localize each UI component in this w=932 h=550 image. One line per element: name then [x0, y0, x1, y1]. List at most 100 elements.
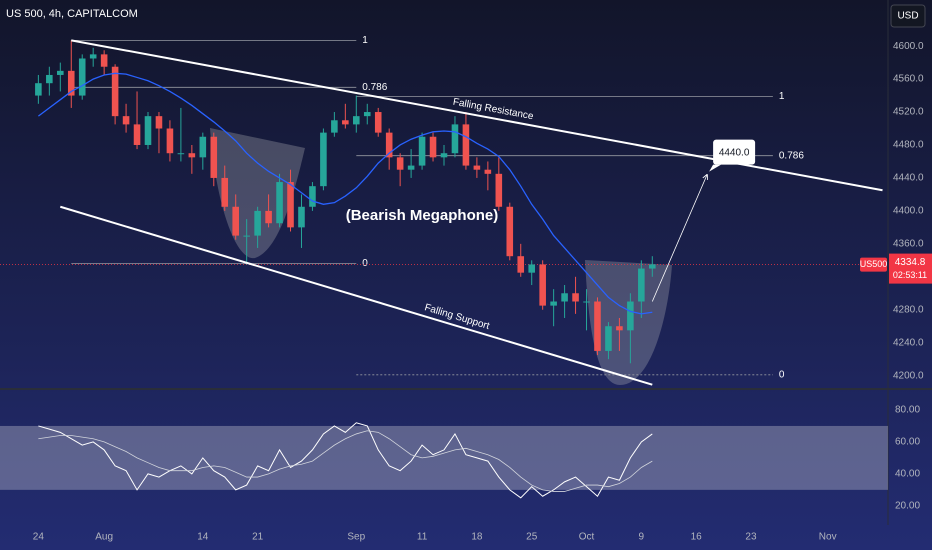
fib-level-label: 1: [779, 91, 785, 102]
candle-body: [473, 165, 481, 170]
fib-level-label: 0.786: [362, 82, 387, 93]
candle-body: [232, 206, 239, 236]
fib-level-label: 0: [779, 369, 785, 380]
candle-body: [188, 153, 196, 158]
symbol-title: US 500, 4h, CAPITALCOM: [6, 8, 138, 20]
candle-body: [35, 83, 42, 96]
y-tick-label: 4560.0: [893, 74, 924, 85]
moving-average: [37, 72, 653, 315]
pattern-label: (Bearish Megaphone): [346, 207, 499, 224]
fib-level-label: 1: [362, 35, 368, 46]
trendline: [60, 205, 653, 386]
candle-body: [122, 116, 130, 125]
candle-body: [78, 58, 86, 96]
candle-body: [385, 132, 393, 158]
candle-body: [111, 66, 119, 117]
candle-body: [276, 182, 283, 224]
candle-body: [254, 210, 261, 236]
x-tick-label: 23: [745, 532, 757, 543]
candle-body: [429, 136, 437, 158]
x-tick-label: 16: [691, 532, 703, 543]
candle-body: [506, 206, 514, 257]
candle-body: [418, 136, 426, 166]
x-tick-label: Nov: [819, 532, 837, 543]
candle-body: [616, 326, 623, 331]
candle-body: [89, 54, 97, 59]
x-tick-label: Sep: [347, 532, 365, 543]
y-tick-label: 4200.0: [893, 370, 924, 381]
candle-body: [583, 301, 590, 303]
candle-body: [594, 301, 601, 351]
y-tick-label: 60.00: [895, 437, 920, 448]
candle-body: [495, 173, 503, 207]
y-tick-label: 4280.0: [893, 304, 924, 315]
rsi-line: [38, 430, 653, 492]
trendline: [71, 39, 883, 192]
currency-button[interactable]: [890, 4, 926, 28]
candle-body: [100, 54, 108, 67]
candle-body: [484, 169, 492, 174]
x-tick-label: 18: [471, 532, 483, 543]
y-tick-label: 20.00: [895, 500, 920, 511]
target-label: 4440.0: [719, 147, 750, 158]
candle-body: [155, 116, 163, 129]
candle-body: [243, 235, 250, 237]
x-tick-label: 9: [639, 532, 645, 543]
y-tick-label: 4240.0: [893, 337, 924, 348]
target-callout: [713, 139, 756, 165]
rsi-band: [0, 425, 888, 490]
candle-body: [638, 268, 645, 302]
candle-body: [133, 124, 141, 145]
currency-label[interactable]: USD: [897, 11, 918, 22]
candle-body: [451, 124, 459, 154]
candle-body: [221, 177, 229, 207]
y-tick-label: 4360.0: [893, 238, 924, 249]
candle-body: [57, 70, 64, 75]
candle-body: [528, 264, 535, 273]
y-tick-label: 4520.0: [893, 107, 924, 118]
candle-body: [342, 120, 349, 125]
candle-body: [462, 124, 470, 166]
candle-body: [177, 153, 185, 155]
candle-body: [287, 182, 294, 228]
candle-body: [320, 132, 327, 187]
candle-body: [67, 70, 75, 96]
ticker-label: US500: [860, 259, 888, 269]
last-price-label: 4334.8: [895, 257, 926, 268]
rsi-line: [38, 422, 653, 499]
candle-body: [407, 165, 415, 170]
candle-body: [144, 116, 152, 145]
candle-body: [627, 301, 634, 331]
projection-arrow: [651, 175, 707, 302]
x-tick-label: 25: [526, 532, 538, 543]
countdown-label: 02:53:11: [893, 270, 927, 280]
fib-level-label: 0.786: [779, 150, 804, 161]
y-tick-label: 80.00: [895, 405, 920, 416]
y-tick-label: 4400.0: [893, 206, 924, 217]
x-tick-label: 14: [197, 532, 209, 543]
candle-body: [550, 301, 557, 306]
candle-body: [649, 264, 656, 269]
candle-body: [353, 116, 360, 125]
x-tick-label: Oct: [579, 532, 595, 543]
x-tick-label: 21: [252, 532, 264, 543]
price-tag: [889, 253, 932, 284]
x-tick-label: 11: [417, 532, 428, 543]
candle-body: [166, 128, 174, 154]
candle-body: [572, 293, 579, 302]
y-tick-label: 40.00: [895, 469, 920, 480]
candle-body: [374, 112, 382, 133]
y-tick-label: 4480.0: [893, 140, 924, 151]
candle-body: [561, 293, 568, 302]
ticker-tag: [860, 257, 887, 272]
candle-body: [199, 136, 207, 158]
candle-body: [396, 157, 404, 170]
y-tick-label: 4440.0: [893, 173, 924, 184]
candle-body: [309, 186, 316, 207]
candle-body: [539, 264, 546, 306]
fib-level-label: 0: [362, 258, 368, 269]
y-tick-label: 4600.0: [893, 41, 924, 52]
candle-body: [517, 256, 525, 273]
candle-body: [363, 112, 371, 117]
